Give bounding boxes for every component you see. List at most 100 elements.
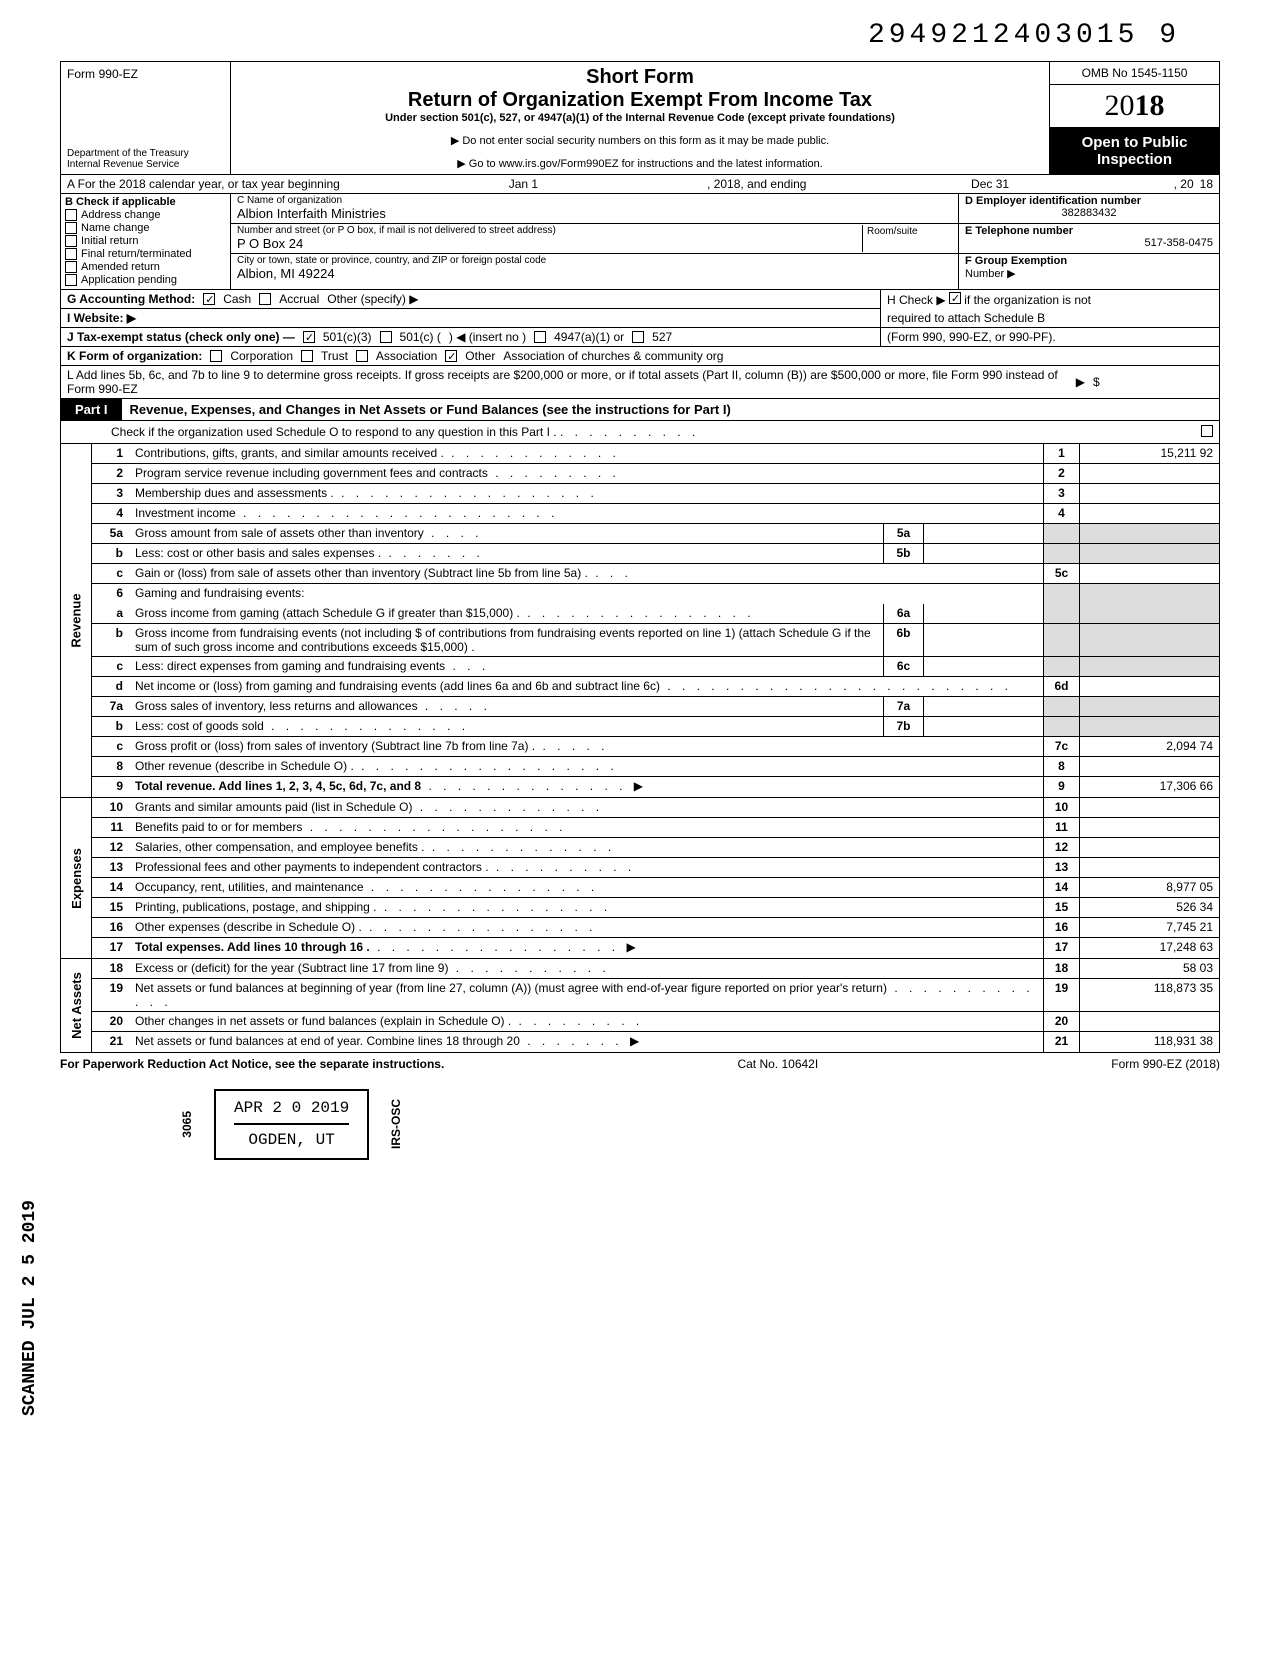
ln-5b-desc: Less: cost or other basis and sales expe… <box>135 546 381 560</box>
ln-7b-no: b <box>91 717 131 736</box>
chk-amended-return[interactable] <box>65 261 77 273</box>
scanned-stamp: SCANNED JUL 2 5 2019 <box>20 1200 40 1416</box>
ln-11-no: 11 <box>91 818 131 837</box>
f-label: F Group Exemption <box>965 255 1213 267</box>
form-prefix: Form <box>67 67 95 81</box>
ln-17-arrow: ▶ <box>626 940 635 954</box>
omb-number: OMB No 1545-1150 <box>1050 62 1219 85</box>
ln-5b-mv <box>923 544 1043 563</box>
ln-6-rc <box>1043 584 1079 604</box>
ln-16-rc: 16 <box>1043 918 1079 937</box>
ln-5c-rv <box>1079 564 1219 583</box>
chk-address-change[interactable] <box>65 209 77 221</box>
ln-7a-rv <box>1079 697 1219 716</box>
ln-6b-mc: 6b <box>883 624 923 656</box>
ln-7a-mv <box>923 697 1043 716</box>
line-h: H Check ▶ if the organization is not <box>880 290 1220 309</box>
subtitle: Under section 501(c), 527, or 4947(a)(1)… <box>241 112 1039 124</box>
ln-20-no: 20 <box>91 1012 131 1031</box>
ln-7a-no: 7a <box>91 697 131 716</box>
ln-6-no: 6 <box>91 584 131 604</box>
j-label: J Tax-exempt status (check only one) — <box>67 330 295 344</box>
ln-21-desc: Net assets or fund balances at end of ye… <box>135 1034 520 1048</box>
chk-trust[interactable] <box>301 350 313 362</box>
return-title: Return of Organization Exempt From Incom… <box>241 89 1039 112</box>
netassets-label: Net Assets <box>61 959 91 1052</box>
chk-h[interactable] <box>949 292 961 304</box>
ln-6d-rv <box>1079 677 1219 696</box>
lbl-final-return: Final return/terminated <box>81 248 192 260</box>
ln-6c-mv <box>923 657 1043 676</box>
open-public-2: Inspection <box>1052 151 1217 168</box>
lbl-cash: Cash <box>223 292 251 306</box>
year-outline: 20 <box>1105 89 1135 122</box>
chk-corp[interactable] <box>210 350 222 362</box>
ln-9-desc: Total revenue. Add lines 1, 2, 3, 4, 5c,… <box>135 779 421 793</box>
part-1-title: Revenue, Expenses, and Changes in Net As… <box>122 402 731 417</box>
line-j: J Tax-exempt status (check only one) — 5… <box>60 328 880 347</box>
chk-501c[interactable] <box>380 331 392 343</box>
lbl-501c3: 501(c)(3) <box>323 330 372 344</box>
l-text: L Add lines 5b, 6c, and 7b to line 9 to … <box>67 368 1068 396</box>
ln-20-rv <box>1079 1012 1219 1031</box>
ln-6d-rc: 6d <box>1043 677 1079 696</box>
ln-1-desc: Contributions, gifts, grants, and simila… <box>135 446 444 460</box>
ln-6b-rv <box>1079 624 1219 656</box>
d-value: 382883432 <box>965 207 1213 219</box>
ln-6a-mc: 6a <box>883 604 923 623</box>
chk-501c3[interactable] <box>303 331 315 343</box>
lbl-amended-return: Amended return <box>81 261 160 273</box>
ln-9-arrow: ▶ <box>634 779 643 793</box>
lbl-4947: 4947(a)(1) or <box>554 330 624 344</box>
k-label: K Form of organization: <box>67 349 202 363</box>
ln-13-no: 13 <box>91 858 131 877</box>
line-a-yy: 18 <box>1200 177 1213 191</box>
chk-cash[interactable] <box>203 293 215 305</box>
e-label: E Telephone number <box>965 225 1213 237</box>
ln-6c-desc: Less: direct expenses from gaming and fu… <box>135 659 445 673</box>
col-b-header: B Check if applicable <box>65 196 226 208</box>
c-city-label: City or town, state or province, country… <box>237 255 952 266</box>
ln-16-desc: Other expenses (describe in Schedule O) … <box>135 920 362 934</box>
footer: For Paperwork Reduction Act Notice, see … <box>60 1053 1220 1075</box>
open-public-1: Open to Public <box>1052 134 1217 151</box>
h-text4: (Form 990, 990-EZ, or 990-PF). <box>887 330 1056 344</box>
chk-other-org[interactable] <box>445 350 457 362</box>
year-bold: 18 <box>1135 89 1165 122</box>
ln-6c-no: c <box>91 657 131 676</box>
c-room-label: Room/suite <box>862 225 952 252</box>
ln-7a-desc: Gross sales of inventory, less returns a… <box>135 699 418 713</box>
chk-527[interactable] <box>632 331 644 343</box>
instruction-2: ▶ Go to www.irs.gov/Form990EZ for instru… <box>241 157 1039 170</box>
ln-6b-mv <box>923 624 1043 656</box>
chk-accrual[interactable] <box>259 293 271 305</box>
c-name-label: C Name of organization <box>237 195 952 206</box>
chk-initial-return[interactable] <box>65 235 77 247</box>
ln-13-rv <box>1079 858 1219 877</box>
ln-18-rc: 18 <box>1043 959 1079 978</box>
part-1-check-note: Check if the organization used Schedule … <box>61 421 1219 444</box>
line-a: A For the 2018 calendar year, or tax yea… <box>60 175 1220 194</box>
ln-6-desc: Gaming and fundraising events: <box>135 586 304 600</box>
chk-final-return[interactable] <box>65 248 77 260</box>
line-h-cont2: (Form 990, 990-EZ, or 990-PF). <box>880 328 1220 347</box>
chk-schedule-o[interactable] <box>1201 425 1213 437</box>
ln-6b-no: b <box>91 624 131 656</box>
ln-8-rv <box>1079 757 1219 776</box>
c-name-value: Albion Interfaith Ministries <box>237 206 952 221</box>
ln-8-no: 8 <box>91 757 131 776</box>
chk-application-pending[interactable] <box>65 274 77 286</box>
ln-11-rc: 11 <box>1043 818 1079 837</box>
chk-assoc[interactable] <box>356 350 368 362</box>
ln-14-desc: Occupancy, rent, utilities, and maintena… <box>135 880 364 894</box>
ln-5a-rc <box>1043 524 1079 543</box>
date-stamp: APR 2 0 2019 OGDEN, UT <box>214 1089 369 1160</box>
chk-4947[interactable] <box>534 331 546 343</box>
ln-5c-desc: Gain or (loss) from sale of assets other… <box>135 566 588 580</box>
revenue-label: Revenue <box>61 444 91 797</box>
lbl-501c-b: ) ◀ (insert no ) <box>449 330 526 344</box>
ln-6a-no: a <box>91 604 131 623</box>
chk-name-change[interactable] <box>65 222 77 234</box>
ln-7a-mc: 7a <box>883 697 923 716</box>
ln-7c-desc: Gross profit or (loss) from sales of inv… <box>135 739 535 753</box>
